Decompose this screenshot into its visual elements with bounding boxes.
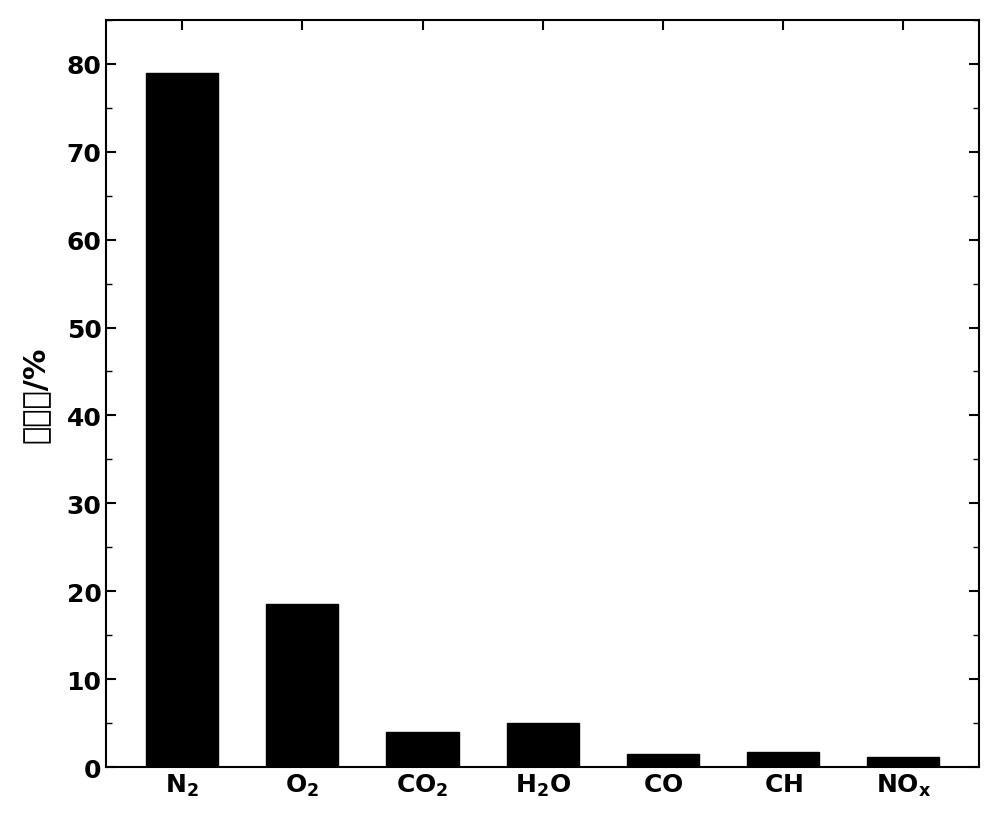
Bar xyxy=(627,754,699,767)
Bar xyxy=(747,752,819,767)
Y-axis label: 百分比/%: 百分比/% xyxy=(21,346,50,442)
Bar xyxy=(507,723,579,767)
Bar xyxy=(867,757,939,767)
Bar xyxy=(266,604,338,767)
Bar xyxy=(146,74,218,767)
Bar xyxy=(386,732,459,767)
